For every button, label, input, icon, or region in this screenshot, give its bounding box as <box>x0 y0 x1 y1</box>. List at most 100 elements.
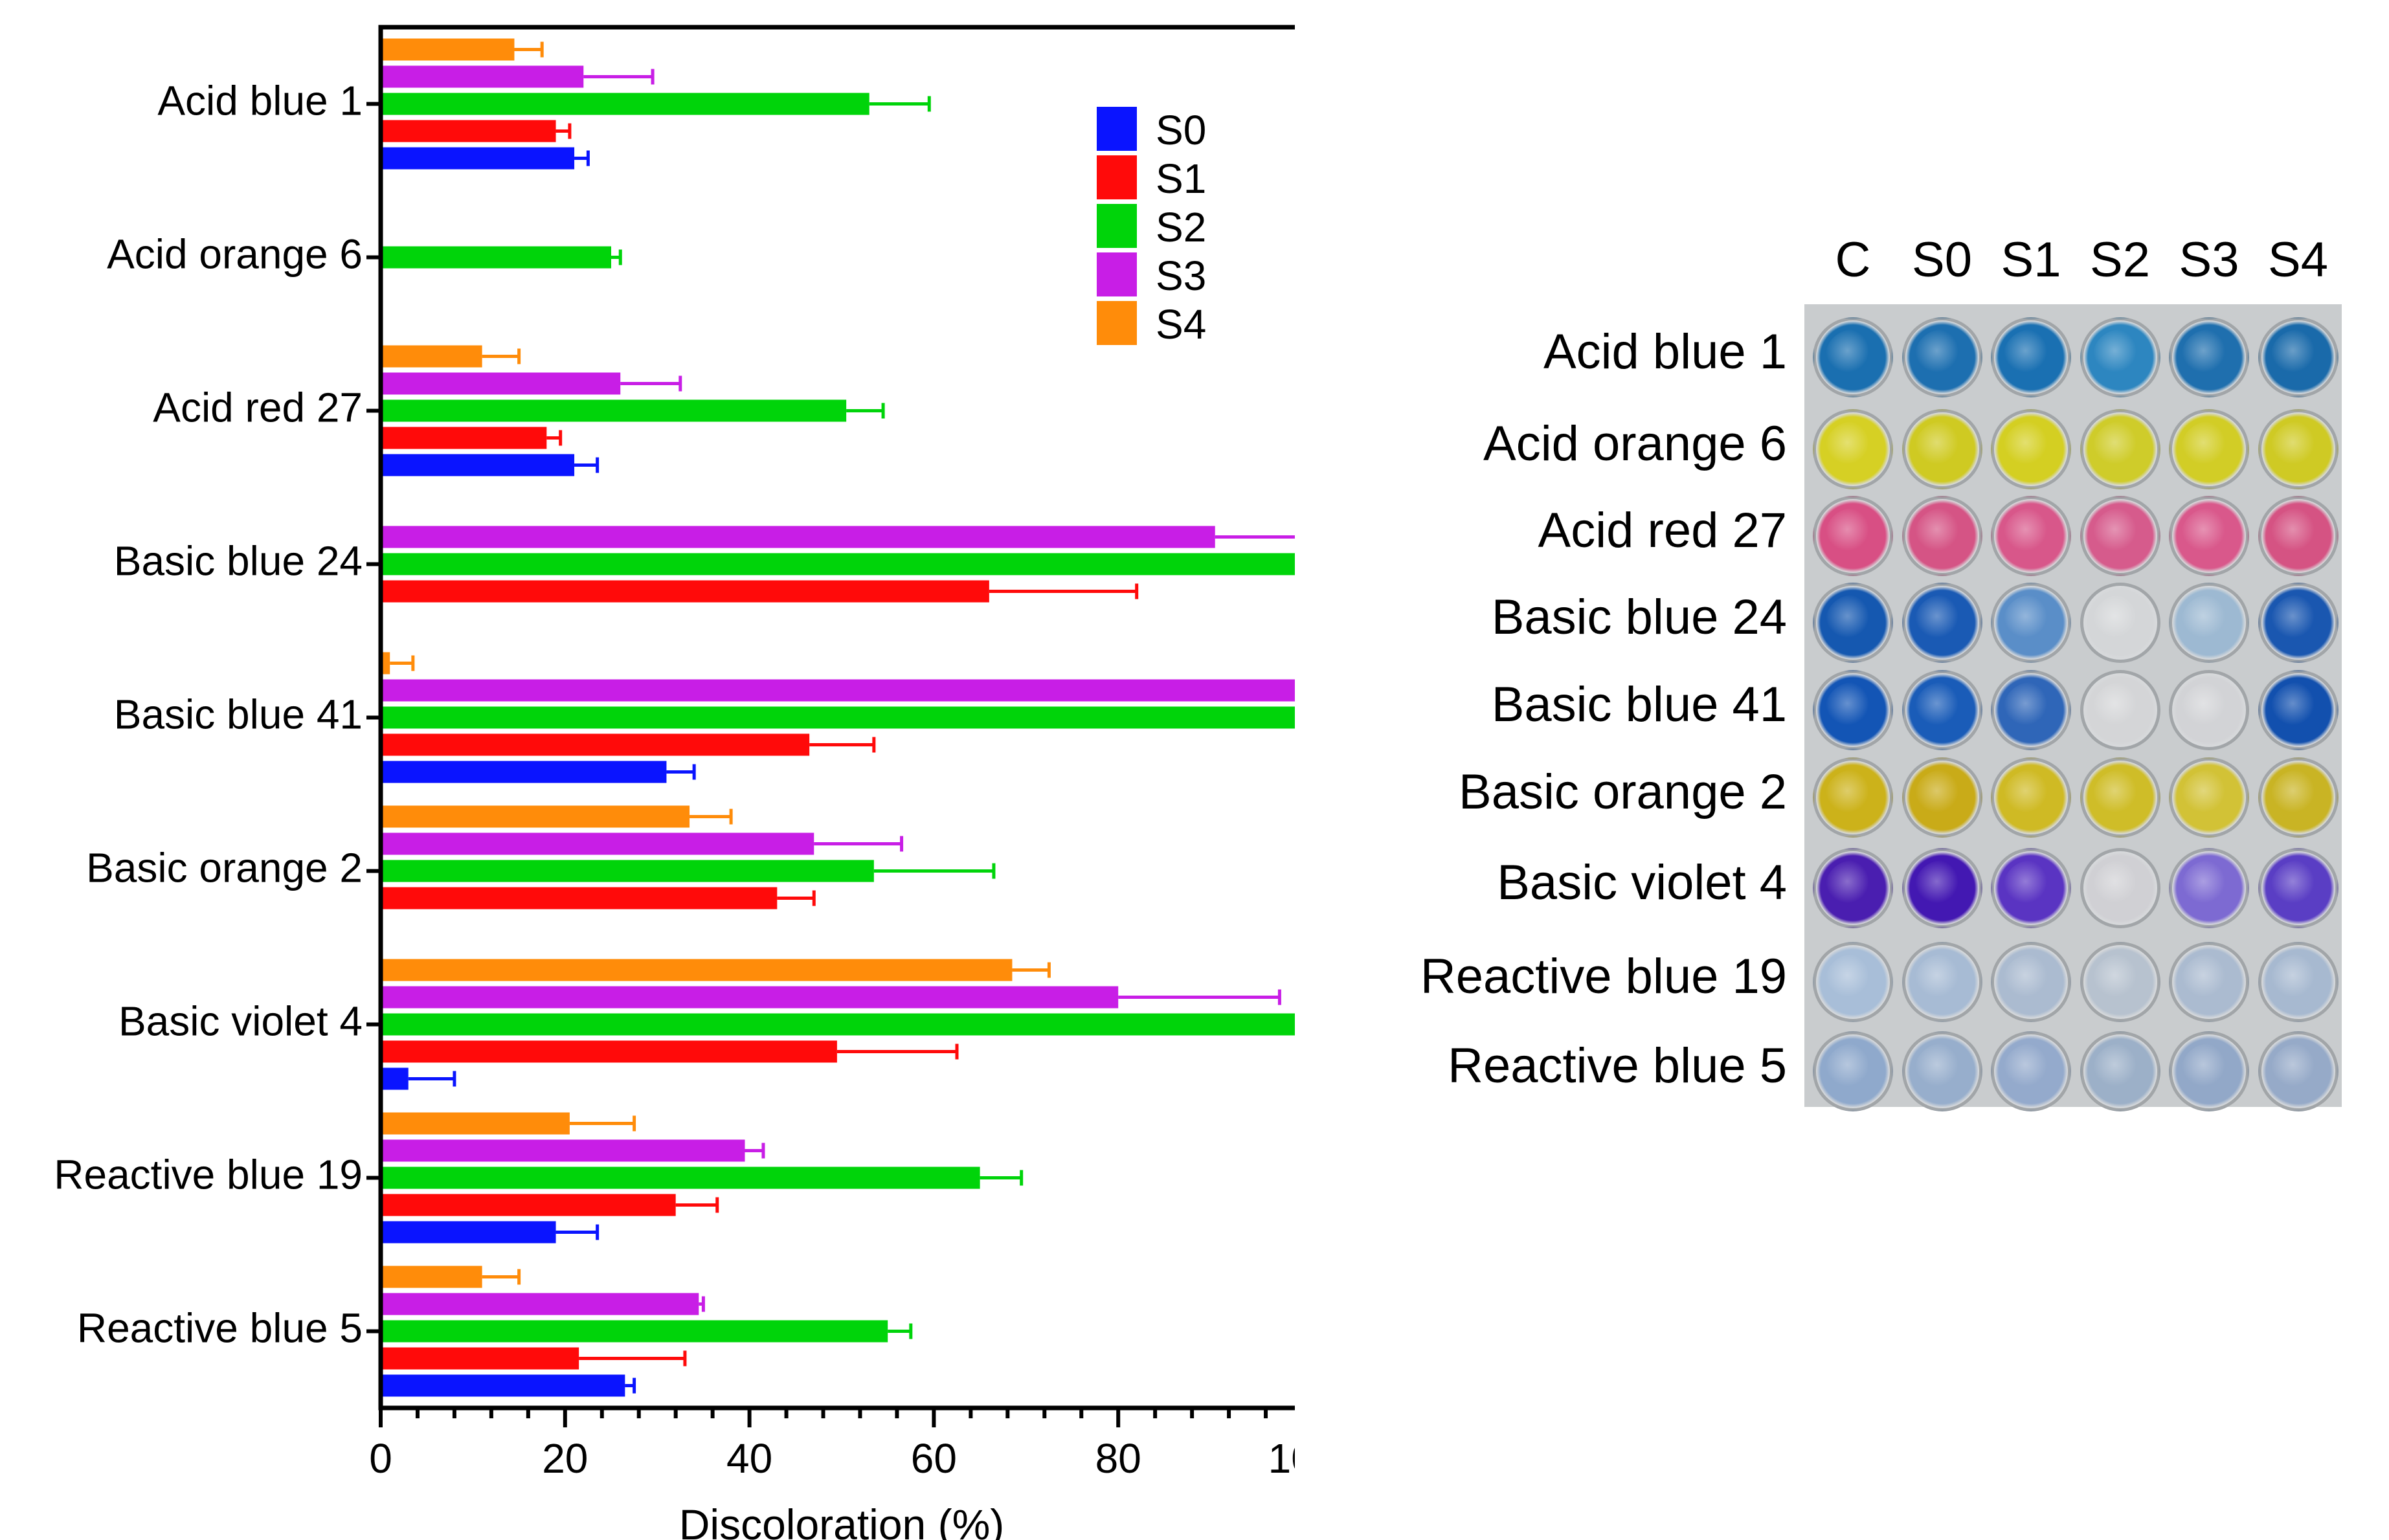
x-tick-label-0: 0 <box>369 1435 392 1482</box>
y-tick-label-basic-blue-41: Basic blue 41 <box>114 691 363 737</box>
legend-swatch-s3 <box>1097 252 1137 296</box>
well-liquid <box>2003 770 2059 825</box>
well-liquid <box>1914 1043 1970 1099</box>
bar-basic-violet-4-s1 <box>381 1040 837 1063</box>
plate-column-label: S1 <box>2001 232 2061 287</box>
bar-reactive-blue-5-s3 <box>381 1293 699 1315</box>
bar-basic-orange-2-s4 <box>381 805 690 828</box>
y-tick-label-acid-red-27: Acid red 27 <box>153 384 363 430</box>
legend-swatch-s4 <box>1097 301 1137 345</box>
y-tick-label-basic-orange-2: Basic orange 2 <box>86 844 363 891</box>
plate-well <box>1813 848 1893 928</box>
bar-basic-blue-41-s0 <box>381 761 667 783</box>
plate-well <box>2169 583 2249 663</box>
bar-reactive-blue-19-s4 <box>381 1112 570 1135</box>
y-tick-label-acid-orange-6: Acid orange 6 <box>107 230 363 277</box>
discoloration-bar-chart: Acid blue 1 Acid orange 6 Acid red 27 Basic… <box>54 25 1295 1540</box>
plate-row-label: Reactive blue 19 <box>1420 949 1787 1004</box>
plate-well <box>1901 409 1982 489</box>
bar-basic-blue-41-s1 <box>381 733 810 756</box>
plate-well <box>1901 848 1982 928</box>
well-liquid <box>2270 421 2326 477</box>
plate-well <box>1991 496 2071 576</box>
plate-well <box>2080 496 2160 576</box>
bar-reactive-blue-5-s0 <box>381 1374 625 1397</box>
plate-column-label: S0 <box>1912 232 1972 287</box>
x-tick-label-60: 60 <box>911 1435 957 1482</box>
well-liquid <box>1825 421 1881 477</box>
plate-well <box>1901 757 1982 838</box>
plate-well <box>2169 848 2249 928</box>
plate-well <box>2080 317 2160 397</box>
well-liquid <box>1825 954 1881 1010</box>
microplate <box>1804 304 2342 1111</box>
well-liquid <box>2181 421 2237 477</box>
plate-well <box>2080 409 2160 489</box>
plate-well <box>1813 409 1893 489</box>
well-liquid <box>2092 954 2148 1010</box>
x-tick-label-80: 80 <box>1095 1435 1141 1482</box>
y-tick-label-reactive-blue-5: Reactive blue 5 <box>77 1304 363 1351</box>
x-tick-label-40: 40 <box>726 1435 772 1482</box>
well-liquid <box>2003 595 2059 651</box>
well-liquid <box>2092 595 2148 651</box>
plate-well <box>1813 583 1893 663</box>
well-liquid <box>1825 860 1881 916</box>
legend-label-s3: S3 <box>1156 252 1206 299</box>
bar-basic-blue-41-s4 <box>381 652 390 675</box>
legend-swatch-s0 <box>1097 107 1137 151</box>
bar-basic-blue-41-s3 <box>381 679 1295 702</box>
well-liquid <box>2092 682 2148 738</box>
well-liquid <box>2270 770 2326 825</box>
plate-well <box>2169 1031 2249 1111</box>
well-liquid <box>2270 860 2326 916</box>
bar-basic-violet-4-s3 <box>381 986 1119 1009</box>
well-liquid <box>2003 329 2059 385</box>
plate-well <box>2258 317 2339 397</box>
plate-well <box>2080 848 2160 928</box>
well-liquid <box>2270 954 2326 1010</box>
well-liquid <box>1914 508 1970 564</box>
plate-column-label: C <box>1835 232 1871 287</box>
bar-reactive-blue-5-s2 <box>381 1320 888 1343</box>
plate-well <box>1813 317 1893 397</box>
well-liquid <box>2181 770 2237 825</box>
well-liquid <box>2092 1043 2148 1099</box>
plate-well <box>1991 1031 2071 1111</box>
x-tick-label-100: 100 <box>1268 1435 1295 1482</box>
x-axis-label: Discoloration (%) <box>679 1501 1004 1540</box>
plate-column-label: S2 <box>2090 232 2150 287</box>
well-liquid <box>1914 329 1970 385</box>
plate-well <box>2258 848 2339 928</box>
plate-well <box>2080 757 2160 838</box>
well-liquid <box>1914 860 1970 916</box>
well-liquid <box>1825 508 1881 564</box>
bar-reactive-blue-19-s2 <box>381 1166 980 1189</box>
plate-well <box>2169 496 2249 576</box>
well-liquid <box>2092 770 2148 825</box>
well-liquid <box>2270 1043 2326 1099</box>
plate-well <box>1901 1031 1982 1111</box>
bar-acid-blue-1-s2 <box>381 93 869 115</box>
legend-swatch-s1 <box>1097 155 1137 199</box>
plate-row-label: Basic blue 41 <box>1491 677 1787 732</box>
bar-reactive-blue-19-s0 <box>381 1221 556 1244</box>
plate-well <box>2258 942 2339 1022</box>
well-liquid <box>2181 508 2237 564</box>
plate-row-label: Acid blue 1 <box>1543 324 1787 379</box>
well-liquid <box>1914 421 1970 477</box>
plate-well <box>1991 409 2071 489</box>
bar-basic-blue-24-s3 <box>381 526 1215 548</box>
legend-label-s1: S1 <box>1156 155 1206 202</box>
plate-row-label: Reactive blue 5 <box>1448 1038 1787 1093</box>
bar-acid-blue-1-s1 <box>381 120 556 142</box>
y-tick-label-reactive-blue-19: Reactive blue 19 <box>54 1151 363 1198</box>
plate-well <box>2080 942 2160 1022</box>
bar-acid-blue-1-s0 <box>381 147 575 170</box>
plate-well <box>1991 670 2071 750</box>
plate-well <box>2169 942 2249 1022</box>
plate-row-label: Basic violet 4 <box>1497 855 1787 910</box>
plate-well <box>2258 496 2339 576</box>
legend-label-s2: S2 <box>1156 204 1206 251</box>
well-liquid <box>2181 682 2237 738</box>
